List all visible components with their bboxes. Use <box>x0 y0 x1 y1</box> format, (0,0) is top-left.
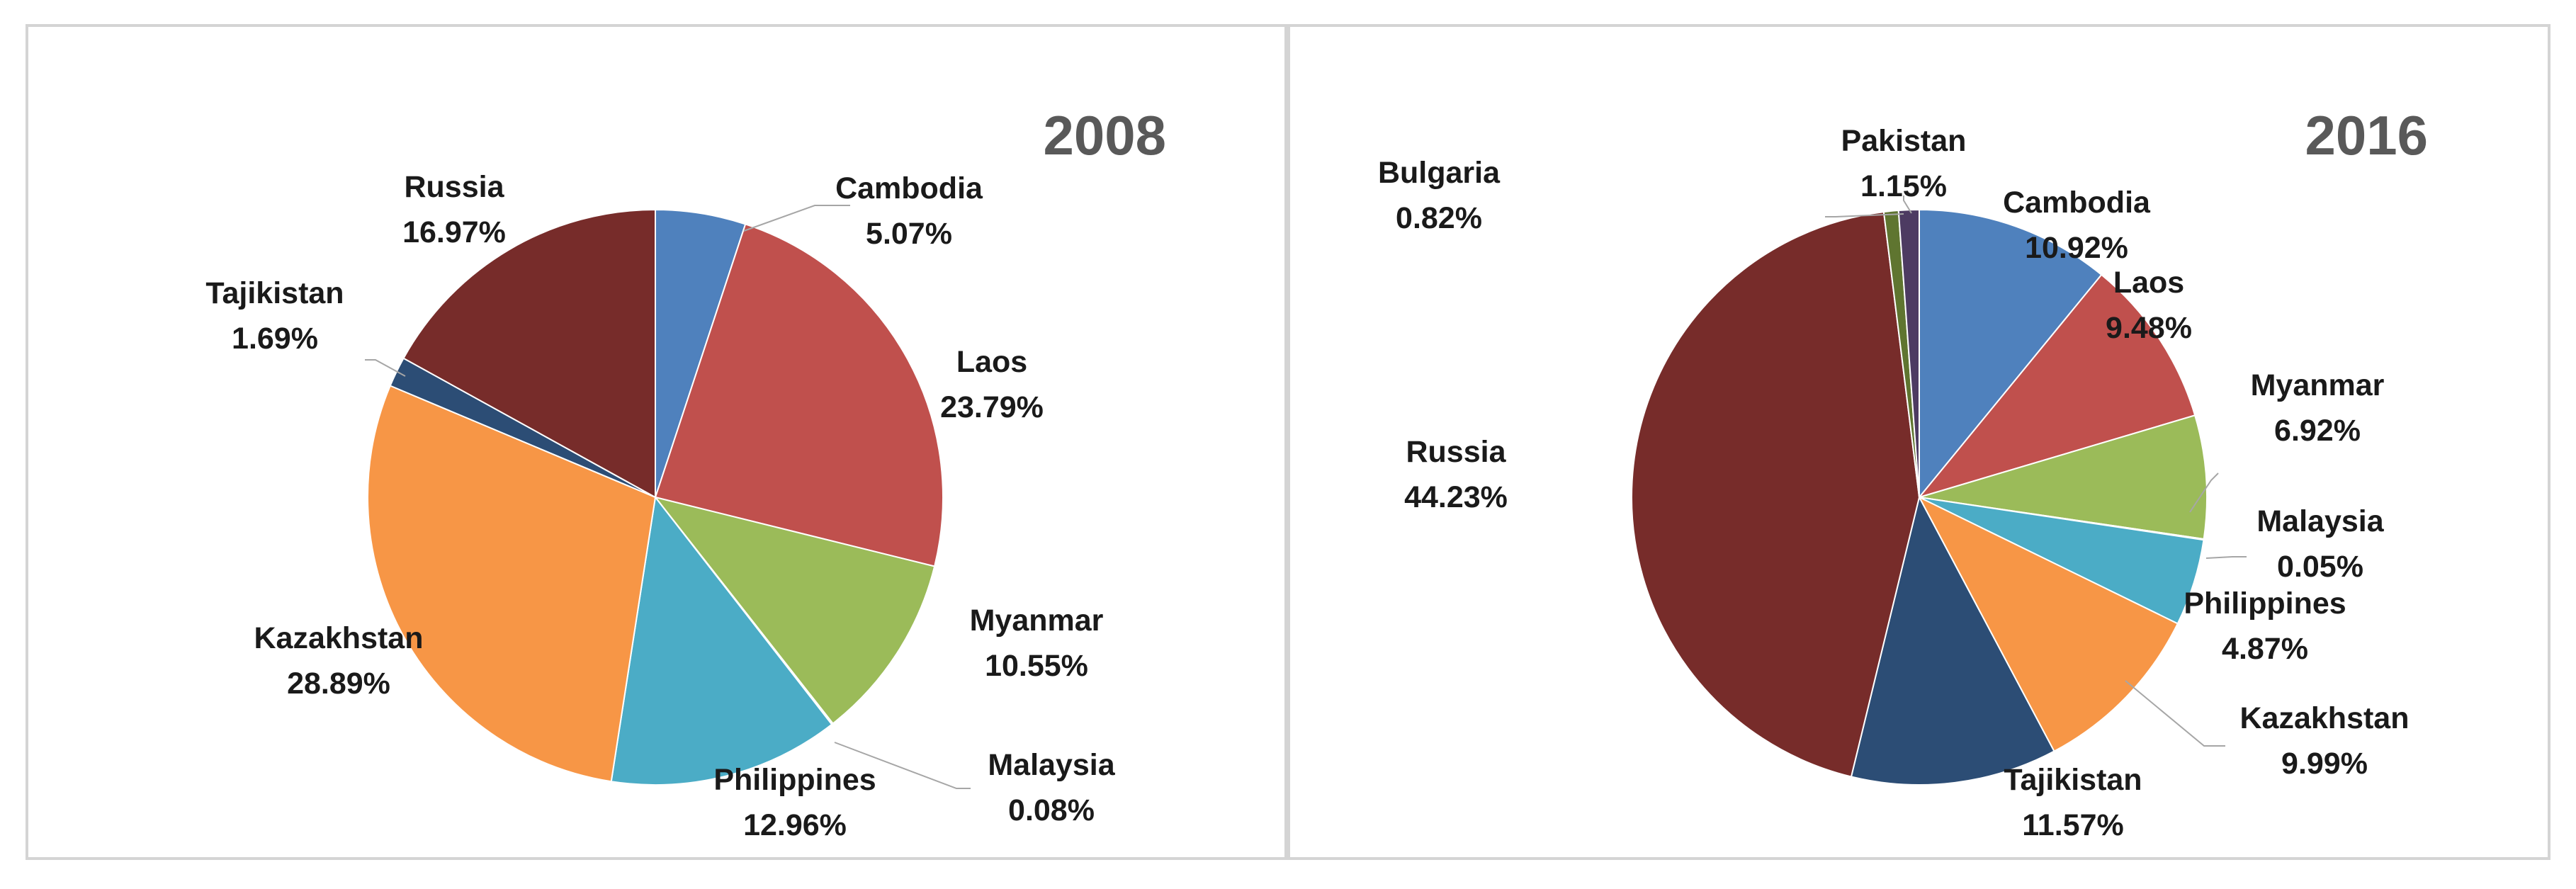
slice-labels: Cambodia 10.92%Laos 9.48% Myanmar 6.92% Malay… <box>1378 124 2410 842</box>
slice-label-kazakhstan: Kazakhstan <box>2240 701 2410 735</box>
slice-value-russia: 16.97% <box>402 215 506 249</box>
slice-value-laos: 9.48% <box>2106 311 2192 345</box>
slice-value-bulgaria: 0.82% <box>1396 201 1482 235</box>
slice-label-laos: Laos <box>956 345 1027 379</box>
pie-slices <box>1631 208 2208 786</box>
slice-label-tajikistan: Tajikistan <box>205 276 344 310</box>
leader-line-malaysia <box>2205 556 2247 559</box>
leader-line-kazakhstan <box>2125 680 2225 747</box>
pie-slice-laos <box>1917 273 2196 499</box>
slice-label-myanmar: Myanmar <box>2251 368 2385 402</box>
slice-label-russia: Russia <box>404 170 504 204</box>
slice-label-malaysia: Malaysia <box>988 748 1115 782</box>
slice-value-pakistan: 1.15% <box>1860 169 1947 203</box>
slice-label-kazakhstan: Kazakhstan <box>254 621 424 655</box>
slice-value-philippines: 12.96% <box>743 808 847 842</box>
slice-value-tajikistan: 1.69% <box>232 322 318 356</box>
slice-value-myanmar: 6.92% <box>2274 414 2361 448</box>
pie-slice-myanmar <box>653 496 936 725</box>
pie-slice-russia <box>402 208 656 499</box>
leader-lines <box>365 205 971 789</box>
pie-chart-2008: 2008 Cambodia 5.07% Laos 23.79% Myanmar 10.55… <box>26 24 1287 860</box>
leader-line-pakistan <box>1903 196 1912 214</box>
leader-line-cambodia <box>743 205 850 232</box>
slice-label-malaysia: Malaysia <box>2256 504 2384 538</box>
chart-title: 2016 <box>2305 104 2428 166</box>
slice-value-myanmar: 10.55% <box>985 649 1088 683</box>
pie-chart-2016: 2016 Cambodia 10.92% Laos 9.48% Myanmar 6.92%… <box>1287 24 2550 860</box>
pie-slice-philippines <box>610 495 833 786</box>
slice-label-cambodia: Cambodia <box>835 171 983 205</box>
leader-line-bulgaria <box>1825 213 1904 217</box>
slice-value-cambodia: 10.92% <box>2025 231 2128 265</box>
slice-label-cambodia: Cambodia <box>2003 186 2151 220</box>
leader-line-myanmar <box>2189 472 2219 513</box>
slice-label-russia: Russia <box>1406 435 1506 469</box>
chart-title: 2008 <box>1043 104 1166 166</box>
slice-label-tajikistan: Tajikistan <box>2004 763 2142 797</box>
slice-label-myanmar: Myanmar <box>970 604 1104 638</box>
slice-label-laos: Laos <box>2113 266 2184 300</box>
slice-value-philippines: 4.87% <box>2222 632 2308 666</box>
leader-line-malaysia <box>834 742 971 789</box>
slice-value-laos: 23.79% <box>940 390 1044 424</box>
slice-label-pakistan: Pakistan <box>1841 124 1967 158</box>
pie-chart-2016-svg: 2016 Cambodia 10.92%Laos 9.48% Myanmar 6.92%… <box>1378 104 2428 842</box>
slice-value-russia: 44.23% <box>1404 480 1508 514</box>
leader-lines <box>1825 196 2247 747</box>
slice-value-kazakhstan: 9.99% <box>2281 747 2368 781</box>
pie-slice-kazakhstan <box>1917 495 2179 752</box>
slice-value-malaysia: 0.08% <box>1008 793 1095 827</box>
slice-value-tajikistan: 11.57% <box>2022 808 2123 842</box>
pie-slice-cambodia <box>1919 208 2103 499</box>
pie-slice-kazakhstan <box>367 385 657 783</box>
pie-slice-russia <box>1631 210 1921 778</box>
pie-chart-2008-svg: 2008 Cambodia 5.07% Laos 23.79% Myanmar 10.55… <box>205 104 1166 842</box>
slice-label-bulgaria: Bulgaria <box>1378 156 1501 190</box>
slice-value-kazakhstan: 28.89% <box>287 667 390 701</box>
pie-slices <box>367 208 944 786</box>
slice-label-philippines: Philippines <box>2184 587 2346 621</box>
leader-line-tajikistan <box>365 359 406 377</box>
slice-labels: Cambodia 5.07% Laos 23.79% Myanmar 10.55% Mala… <box>205 170 1115 842</box>
pie-slice-laos <box>654 223 944 567</box>
pie-slice-myanmar <box>1919 414 2208 540</box>
slice-value-malaysia: 0.05% <box>2277 550 2363 584</box>
slice-value-cambodia: 5.07% <box>866 217 952 251</box>
slice-label-philippines: Philippines <box>713 763 876 797</box>
